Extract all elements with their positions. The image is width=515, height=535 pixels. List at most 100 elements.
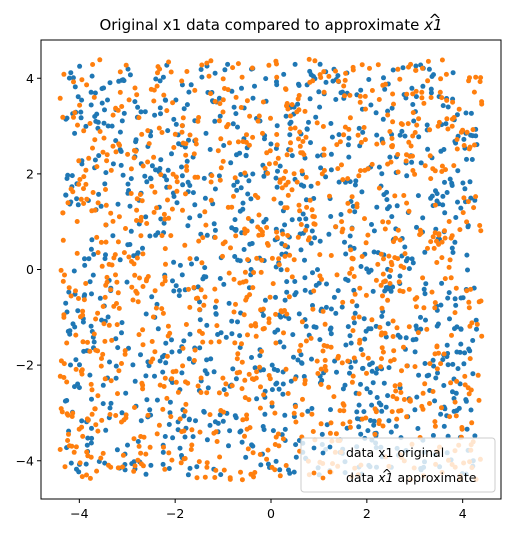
data-point <box>248 323 254 329</box>
data-point <box>416 372 422 378</box>
data-point <box>138 214 144 220</box>
data-point <box>239 439 245 445</box>
data-point <box>350 203 356 209</box>
data-point <box>446 264 452 270</box>
data-point <box>308 335 314 341</box>
data-point <box>322 364 328 369</box>
data-point <box>162 274 168 280</box>
data-point <box>202 195 208 201</box>
data-point <box>169 376 175 382</box>
data-point <box>212 475 218 480</box>
data-point <box>328 121 334 126</box>
data-point <box>216 339 222 345</box>
data-point <box>115 345 121 351</box>
data-point <box>65 412 71 418</box>
data-point <box>222 86 227 91</box>
data-point <box>138 109 144 115</box>
data-point <box>354 204 360 210</box>
data-point <box>233 233 239 239</box>
data-point <box>249 355 254 360</box>
data-point <box>453 413 459 419</box>
data-point <box>143 451 149 457</box>
data-point <box>197 429 203 435</box>
data-point <box>85 435 91 441</box>
data-point <box>277 163 283 169</box>
data-point <box>280 436 286 442</box>
data-point <box>421 305 427 311</box>
data-point <box>170 278 175 284</box>
data-point <box>217 454 223 460</box>
data-point <box>81 128 87 134</box>
chart-title-math: x1 <box>423 16 442 34</box>
data-point <box>165 197 170 203</box>
data-point <box>206 73 212 79</box>
data-point <box>315 267 320 273</box>
data-point <box>162 375 168 381</box>
data-point <box>234 187 240 193</box>
data-point <box>151 98 157 104</box>
data-point <box>342 382 348 388</box>
data-point <box>308 140 313 146</box>
data-point <box>127 72 133 78</box>
data-point <box>227 428 233 434</box>
data-point <box>328 331 334 337</box>
data-point <box>173 174 179 180</box>
data-point <box>412 407 418 413</box>
data-point <box>468 286 474 292</box>
data-point <box>315 180 321 186</box>
data-point <box>387 154 393 160</box>
data-point <box>204 357 210 363</box>
data-point <box>132 272 138 278</box>
data-point <box>316 89 322 95</box>
data-point <box>218 136 224 142</box>
data-point <box>110 112 116 118</box>
data-point <box>218 165 224 171</box>
data-point <box>233 111 239 117</box>
data-point <box>464 156 469 162</box>
data-point <box>166 59 172 65</box>
data-point <box>181 106 187 112</box>
data-point <box>212 118 218 124</box>
data-point <box>454 349 460 355</box>
data-point <box>201 409 207 415</box>
data-point <box>398 408 404 414</box>
data-point <box>193 418 198 424</box>
data-point <box>467 348 473 354</box>
data-point <box>353 178 359 184</box>
data-point <box>453 302 459 308</box>
chart-title-hat: ^ <box>429 11 442 29</box>
data-point <box>173 97 179 103</box>
data-point <box>437 89 443 95</box>
data-point <box>381 256 386 262</box>
data-point <box>179 370 185 376</box>
data-point <box>262 165 268 171</box>
data-point <box>153 76 159 82</box>
data-point <box>365 166 371 172</box>
data-point <box>75 308 81 314</box>
data-point <box>415 330 421 336</box>
data-point <box>276 256 282 262</box>
data-point <box>414 394 420 400</box>
data-point <box>264 456 270 462</box>
data-point <box>309 406 315 411</box>
data-point <box>177 416 183 422</box>
data-point <box>392 255 398 261</box>
data-point <box>392 193 398 199</box>
data-point <box>442 228 447 234</box>
data-point <box>104 279 110 285</box>
data-point <box>432 423 438 429</box>
data-point <box>267 294 273 300</box>
data-point <box>173 121 179 127</box>
data-point <box>376 185 382 191</box>
data-point <box>278 267 284 273</box>
data-point <box>252 321 258 327</box>
data-point <box>364 386 370 392</box>
data-point <box>406 139 412 145</box>
data-point <box>462 350 468 356</box>
data-point <box>449 183 455 188</box>
data-point <box>315 153 321 159</box>
data-point <box>100 382 106 388</box>
data-point <box>279 432 285 438</box>
data-point <box>217 276 223 281</box>
data-point <box>92 137 98 143</box>
